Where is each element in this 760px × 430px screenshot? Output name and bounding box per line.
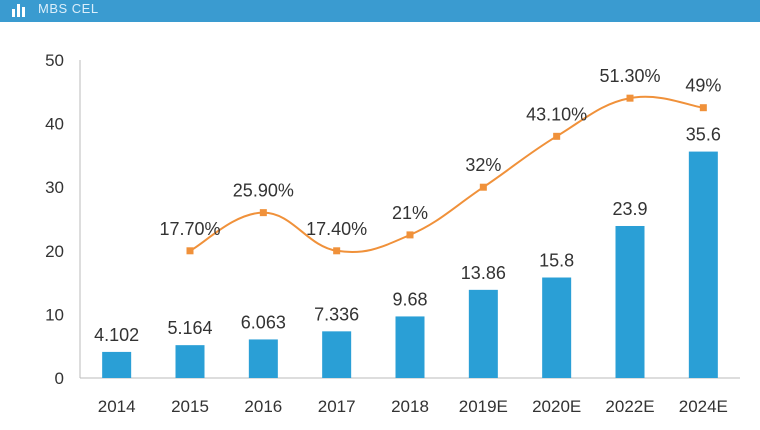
bar — [542, 277, 572, 378]
bar — [248, 339, 278, 378]
y-tick-label: 0 — [55, 369, 64, 388]
bar — [322, 331, 352, 378]
y-tick-label: 20 — [45, 242, 64, 261]
x-tick-label: 2016 — [244, 397, 282, 416]
x-tick-label: 2024E — [679, 397, 728, 416]
bar-value-label: 23.9 — [612, 199, 647, 219]
y-tick-label: 40 — [45, 115, 64, 134]
bar — [175, 345, 205, 378]
growth-marker — [553, 132, 561, 140]
growth-rate-markers — [186, 94, 707, 255]
bar-value-label: 7.336 — [314, 304, 359, 324]
x-tick-label: 2019E — [459, 397, 508, 416]
growth-rate-label: 17.70% — [159, 219, 220, 239]
bar-value-label: 15.8 — [539, 251, 574, 271]
x-tick-label: 2018 — [391, 397, 429, 416]
growth-rate-label: 25.90% — [233, 181, 294, 201]
growth-rate-label: 17.40% — [306, 219, 367, 239]
growth-rate-label: 43.10% — [526, 104, 587, 124]
bar-value-label: 5.164 — [167, 318, 212, 338]
growth-marker — [259, 209, 267, 217]
bar — [688, 151, 718, 378]
x-tick-label: 2014 — [98, 397, 136, 416]
y-tick-label: 50 — [45, 51, 64, 70]
bar-value-labels: 4.102 5.164 6.063 7.336 9.68 13.86 15.8 23.9 35.… — [94, 125, 721, 345]
growth-marker — [479, 183, 487, 191]
bar-value-label: 4.102 — [94, 325, 139, 345]
x-tick-label: 2020E — [532, 397, 581, 416]
growth-marker — [186, 247, 194, 255]
growth-rate-label: 21% — [392, 203, 428, 223]
growth-rate-labels: 17.70% 25.90% 17.40% 21% 32% 43.10% 51.30% 49% — [159, 66, 721, 239]
growth-marker — [333, 247, 341, 255]
growth-rate-label: 32% — [465, 155, 501, 175]
bar-value-label: 35.6 — [686, 125, 721, 145]
bar-value-label: 6.063 — [241, 312, 286, 332]
bar-value-label: 13.86 — [461, 263, 506, 283]
header-text: MBS CEL — [38, 1, 99, 16]
bar-value-label: 9.68 — [392, 289, 427, 309]
x-axis: 2014 2015 2016 2017 2018 2019E 2020E 2022E 2024E — [80, 377, 740, 416]
bar — [615, 225, 645, 378]
bar — [102, 351, 132, 378]
header-band: MBS CEL — [0, 0, 760, 22]
growth-marker — [406, 231, 414, 239]
growth-marker — [626, 94, 634, 102]
growth-rate-label: 51.30% — [599, 66, 660, 86]
growth-marker — [699, 104, 707, 112]
x-tick-label: 2015 — [171, 397, 209, 416]
y-tick-label: 30 — [45, 178, 64, 197]
bar-series — [102, 151, 718, 378]
bar-chart-icon — [12, 3, 28, 17]
growth-rate-line — [189, 95, 704, 254]
y-axis: 0 10 20 30 40 50 — [45, 51, 81, 388]
bar — [468, 289, 498, 378]
x-tick-label: 2022E — [605, 397, 654, 416]
growth-rate-label: 49% — [685, 76, 721, 96]
x-tick-label: 2017 — [318, 397, 356, 416]
y-tick-label: 10 — [45, 305, 64, 324]
bar — [395, 316, 425, 378]
